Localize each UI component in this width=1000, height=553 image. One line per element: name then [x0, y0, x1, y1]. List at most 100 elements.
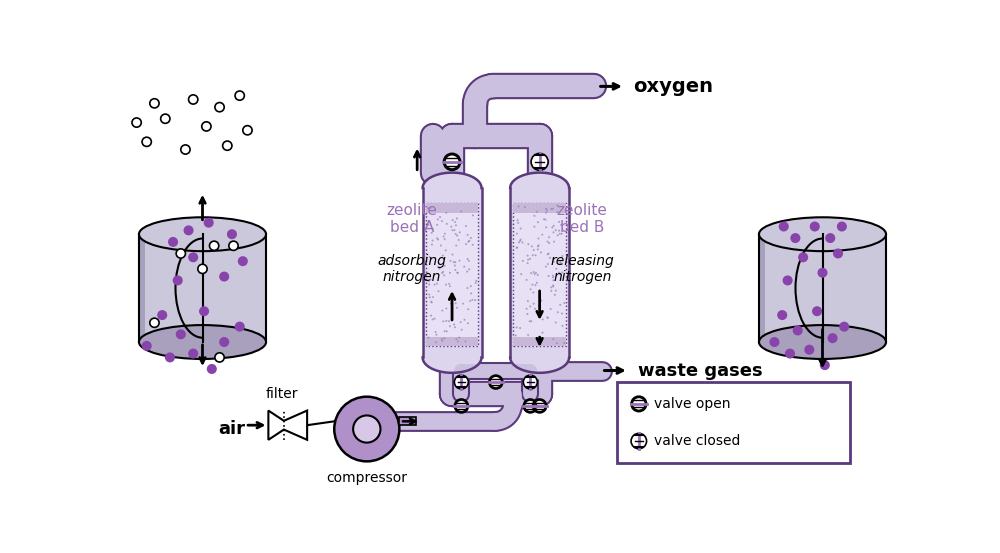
Circle shape — [529, 320, 531, 322]
Circle shape — [529, 305, 531, 307]
Circle shape — [828, 333, 838, 343]
Circle shape — [444, 238, 446, 240]
Circle shape — [545, 208, 547, 210]
Circle shape — [173, 275, 183, 285]
Circle shape — [453, 261, 455, 263]
Circle shape — [457, 272, 459, 274]
Circle shape — [550, 286, 552, 288]
Circle shape — [454, 221, 456, 223]
Circle shape — [540, 252, 542, 253]
Circle shape — [471, 299, 473, 301]
Circle shape — [550, 308, 552, 310]
Circle shape — [559, 273, 561, 275]
Circle shape — [523, 375, 537, 389]
Circle shape — [516, 247, 518, 249]
Circle shape — [204, 218, 214, 228]
Circle shape — [184, 226, 194, 236]
Circle shape — [537, 221, 539, 223]
Circle shape — [516, 233, 518, 234]
Circle shape — [468, 268, 470, 270]
Circle shape — [552, 275, 554, 276]
Ellipse shape — [510, 342, 569, 373]
Circle shape — [518, 205, 520, 207]
Circle shape — [442, 254, 444, 257]
Circle shape — [456, 307, 458, 309]
Circle shape — [538, 244, 540, 247]
Circle shape — [188, 348, 198, 358]
Circle shape — [437, 218, 439, 221]
Circle shape — [527, 243, 529, 245]
Circle shape — [334, 397, 399, 461]
Ellipse shape — [423, 342, 482, 373]
Circle shape — [450, 226, 452, 228]
Circle shape — [439, 216, 441, 218]
Circle shape — [538, 305, 540, 307]
Circle shape — [537, 237, 539, 239]
Circle shape — [535, 254, 537, 256]
Circle shape — [559, 233, 561, 235]
Circle shape — [456, 272, 458, 274]
Circle shape — [470, 293, 472, 294]
Text: filter: filter — [265, 387, 298, 401]
Circle shape — [243, 126, 252, 135]
Circle shape — [432, 296, 434, 298]
Circle shape — [454, 264, 456, 267]
Ellipse shape — [139, 325, 266, 359]
Circle shape — [198, 264, 207, 274]
Circle shape — [540, 300, 542, 301]
Ellipse shape — [139, 217, 266, 251]
Circle shape — [555, 290, 557, 291]
Circle shape — [533, 302, 535, 305]
Circle shape — [444, 330, 446, 332]
Circle shape — [530, 320, 532, 322]
Circle shape — [475, 280, 477, 281]
Circle shape — [429, 256, 431, 258]
Circle shape — [458, 337, 460, 338]
Polygon shape — [423, 188, 482, 357]
Circle shape — [542, 319, 544, 320]
Circle shape — [553, 225, 555, 227]
Ellipse shape — [510, 173, 569, 204]
Text: adsorbing
nitrogen: adsorbing nitrogen — [377, 254, 446, 284]
Circle shape — [474, 299, 476, 301]
Circle shape — [465, 225, 467, 227]
Circle shape — [470, 237, 472, 239]
Circle shape — [437, 238, 439, 241]
Circle shape — [536, 282, 538, 284]
Circle shape — [235, 91, 244, 100]
Circle shape — [833, 248, 843, 258]
Circle shape — [161, 114, 170, 123]
Text: waste gases: waste gases — [638, 362, 763, 379]
Circle shape — [561, 233, 563, 234]
Circle shape — [545, 226, 547, 228]
Circle shape — [550, 208, 552, 210]
Circle shape — [817, 268, 828, 278]
Circle shape — [454, 375, 468, 389]
Circle shape — [472, 244, 474, 246]
Circle shape — [441, 340, 443, 342]
Circle shape — [552, 338, 554, 340]
Circle shape — [550, 290, 552, 292]
Circle shape — [810, 222, 820, 232]
Circle shape — [429, 207, 431, 209]
Circle shape — [545, 212, 547, 213]
Circle shape — [520, 239, 522, 241]
Circle shape — [441, 338, 443, 340]
Circle shape — [631, 396, 647, 411]
Circle shape — [518, 242, 520, 243]
Circle shape — [531, 246, 533, 247]
Circle shape — [549, 257, 551, 259]
Circle shape — [533, 249, 535, 251]
Circle shape — [812, 306, 822, 316]
Circle shape — [467, 308, 469, 310]
Circle shape — [520, 227, 522, 229]
Polygon shape — [510, 188, 569, 357]
Circle shape — [199, 306, 209, 316]
Circle shape — [142, 137, 151, 147]
Circle shape — [436, 283, 438, 285]
Circle shape — [533, 226, 535, 228]
Circle shape — [454, 261, 456, 263]
Circle shape — [467, 234, 469, 236]
Circle shape — [537, 248, 539, 251]
Circle shape — [543, 218, 545, 220]
